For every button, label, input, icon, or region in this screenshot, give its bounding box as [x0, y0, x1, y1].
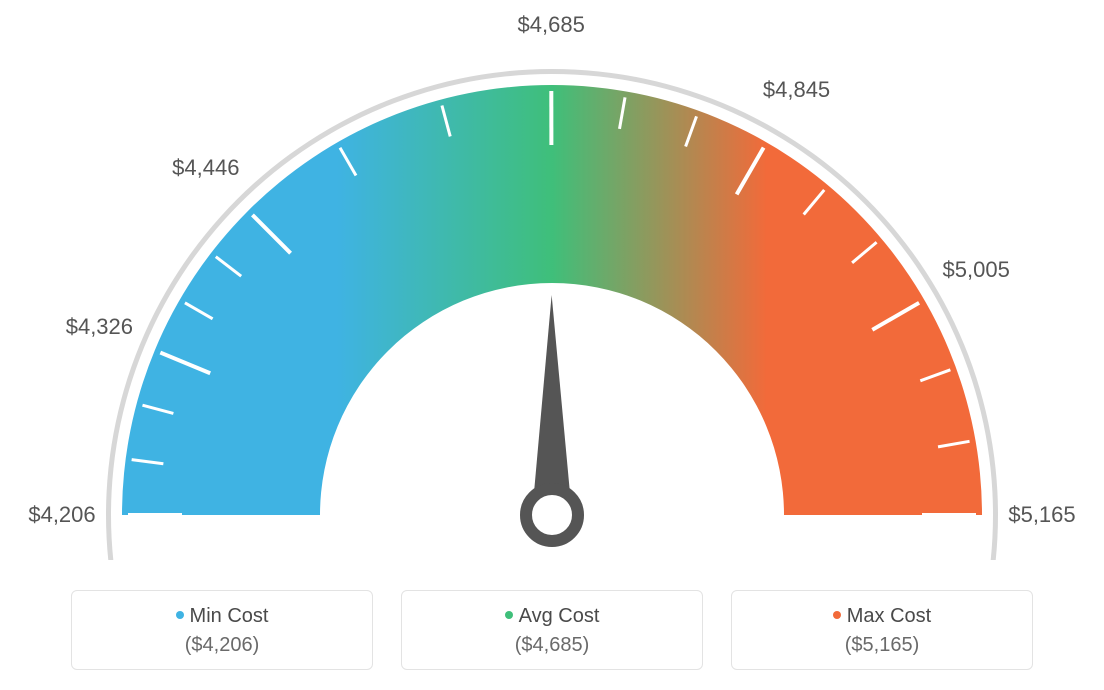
gauge-svg: [0, 0, 1104, 560]
gauge-tick-label: $4,206: [28, 502, 95, 528]
legend-card-avg: Avg Cost ($4,685): [401, 590, 703, 670]
gauge-tick-label: $4,685: [518, 12, 585, 38]
gauge-tick-label: $5,165: [1008, 502, 1075, 528]
gauge-tick-label: $4,845: [763, 77, 830, 103]
legend-title-min: Min Cost: [72, 605, 372, 628]
legend-title-avg-text: Avg Cost: [519, 605, 600, 627]
legend-card-min: Min Cost ($4,206): [71, 590, 373, 670]
legend-value-avg: ($4,685): [402, 634, 702, 657]
gauge-tick-label: $4,446: [172, 155, 239, 181]
legend-value-max: ($5,165): [732, 634, 1032, 657]
gauge-tick-label: $5,005: [943, 257, 1010, 283]
legend-title-min-text: Min Cost: [190, 605, 269, 627]
legend-dot-min: [176, 611, 184, 619]
legend-dot-max: [833, 611, 841, 619]
legend-title-avg: Avg Cost: [402, 605, 702, 628]
legend-card-max: Max Cost ($5,165): [731, 590, 1033, 670]
legend-dot-avg: [505, 611, 513, 619]
cost-gauge-chart: $4,206 $4,326 $4,446 $4,685 $4,845 $5,005 $5,1…: [0, 0, 1104, 560]
legend-value-min: ($4,206): [72, 634, 372, 657]
legend-title-max: Max Cost: [732, 605, 1032, 628]
legend-row: Min Cost ($4,206) Avg Cost ($4,685) Max …: [0, 590, 1104, 670]
gauge-tick-label: $4,326: [66, 314, 133, 340]
legend-title-max-text: Max Cost: [847, 605, 931, 627]
